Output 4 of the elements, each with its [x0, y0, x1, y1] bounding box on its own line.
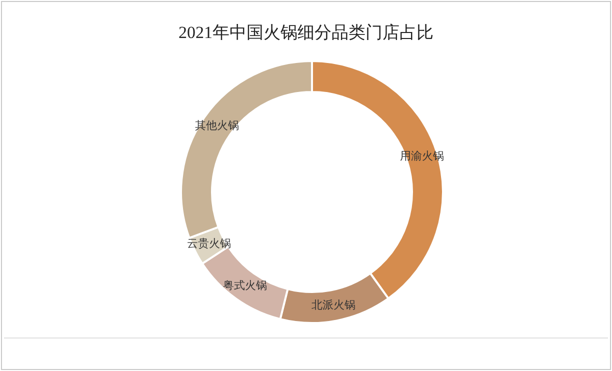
slice-label: 北派火锅 — [312, 298, 356, 312]
slice-label: 粤式火锅 — [222, 279, 267, 292]
chart-title: 2021年中国火锅细分品类门店占比 — [178, 23, 434, 42]
slice-label: 云贵火锅 — [186, 237, 231, 250]
